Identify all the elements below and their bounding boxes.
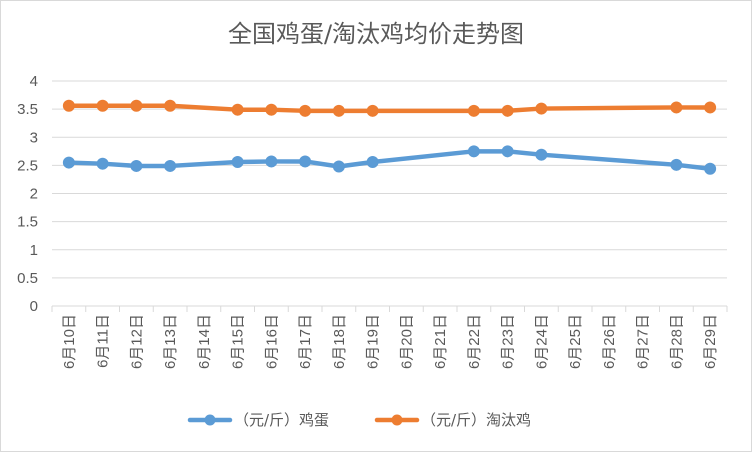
data-point (467, 104, 480, 117)
data-point (231, 156, 244, 168)
gridlines (52, 80, 727, 307)
legend: （元/斤）鸡蛋 （元/斤）淘汰鸡 (187, 411, 531, 429)
x-tick-label: 6月16日 (263, 314, 280, 369)
data-point (670, 158, 683, 171)
y-tick-label: 1 (30, 242, 38, 259)
x-tick-label: 6月29日 (702, 314, 719, 369)
data-point (332, 104, 345, 117)
x-tick-label: 6月18日 (331, 314, 348, 369)
x-axis-ticks: 6月10日 6月11日 6月12日 6月13日 6月14日 6月15日 6月16日 6月17日… (51, 306, 728, 369)
data-point (96, 157, 109, 170)
x-tick-label: 6月23日 (500, 314, 517, 369)
y-tick-label: 0.5 (17, 270, 38, 287)
legend-label-2: （元/斤）淘汰鸡 (421, 411, 531, 429)
data-point (501, 104, 514, 117)
data-point (164, 159, 177, 172)
data-point (535, 148, 548, 161)
data-point (164, 99, 177, 112)
data-point (704, 101, 717, 114)
data-point (62, 156, 75, 169)
x-tick-label: 6月21日 (432, 314, 449, 369)
y-tick-label: 2.5 (17, 157, 38, 174)
data-point (62, 99, 75, 112)
x-tick-label: 6月28日 (668, 314, 685, 369)
y-axis-ticks: 0 0.5 1 1.5 2 2.5 3 3.5 4 (17, 73, 38, 315)
x-tick-label: 6月24日 (533, 314, 550, 369)
data-point (265, 155, 278, 168)
legend-marker-2 (391, 414, 403, 426)
data-point (501, 145, 514, 158)
series-layer (62, 99, 717, 175)
data-point (467, 145, 480, 158)
legend-label-1: （元/斤）鸡蛋 (234, 411, 329, 429)
data-point (535, 102, 548, 115)
y-tick-label: 1.5 (17, 214, 38, 231)
data-point (704, 162, 717, 175)
y-tick-label: 3.5 (17, 101, 38, 118)
x-tick-label: 6月17日 (297, 314, 314, 369)
x-tick-label: 6月13日 (162, 314, 179, 369)
x-tick-label: 6月27日 (635, 314, 652, 369)
y-tick-label: 4 (30, 73, 38, 90)
x-tick-label: 6月15日 (230, 314, 247, 369)
x-tick-label: 6月11日 (95, 314, 112, 368)
data-point (96, 99, 109, 112)
data-point (299, 104, 312, 117)
x-tick-label: 6月22日 (466, 314, 483, 369)
y-tick-label: 3 (30, 129, 38, 146)
data-point (670, 101, 683, 114)
x-tick-label: 6月19日 (365, 314, 382, 369)
y-tick-label: 2 (30, 186, 38, 203)
legend-marker-1 (204, 414, 216, 426)
data-point (366, 156, 379, 168)
x-tick-label: 6月12日 (128, 314, 145, 369)
data-point (231, 103, 244, 116)
data-point (366, 104, 379, 117)
data-point (265, 103, 278, 116)
data-point (332, 160, 345, 173)
x-tick-label: 6月14日 (196, 314, 213, 369)
data-point (130, 159, 143, 172)
x-tick-label: 6月25日 (567, 314, 584, 369)
y-tick-label: 0 (30, 298, 38, 315)
data-point (299, 155, 312, 168)
chart-title: 全国鸡蛋/淘汰鸡均价走势图 (227, 20, 525, 48)
x-tick-label: 6月10日 (61, 314, 78, 369)
data-point (130, 99, 143, 112)
x-tick-label: 6月20日 (398, 314, 415, 369)
x-tick-label: 6月26日 (601, 314, 618, 369)
